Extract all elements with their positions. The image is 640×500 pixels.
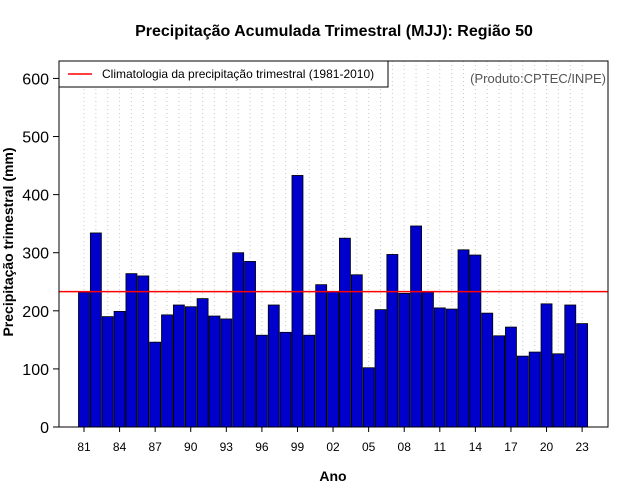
bar-1994	[232, 252, 245, 428]
bar-1989	[172, 304, 185, 428]
bar-1992	[208, 315, 221, 428]
bar-2021	[552, 353, 565, 428]
bar-2007	[386, 254, 399, 428]
x-tick-label-96: 96	[255, 440, 269, 454]
x-tick-label-90: 90	[184, 440, 198, 454]
bar-1985	[125, 273, 138, 428]
x-tick-label-93: 93	[220, 440, 234, 454]
bar-2022	[564, 304, 577, 428]
bar-2023	[576, 323, 589, 428]
bar-2006	[374, 309, 387, 428]
bar-1999	[291, 175, 304, 428]
bar-2018	[516, 355, 529, 428]
bar-2001	[315, 284, 328, 428]
legend: Climatologia da precipitação trimestral …	[58, 60, 389, 88]
y-tick-label-200: 200	[22, 304, 49, 321]
y-tick-label-500: 500	[22, 130, 49, 147]
y-tick-label-600: 600	[22, 71, 49, 88]
legend-box	[58, 60, 389, 88]
bar-1982	[89, 232, 102, 428]
bar-2019	[528, 351, 541, 428]
bar-2008	[398, 292, 411, 428]
bar-2003	[339, 237, 351, 428]
bar-2010	[422, 291, 434, 428]
bar-2012	[445, 308, 458, 428]
x-tick-label-11: 11	[434, 440, 447, 454]
bar-1988	[161, 314, 173, 428]
x-tick-label-08: 08	[398, 440, 412, 454]
y-tick-label-300: 300	[22, 246, 49, 263]
bar-2000	[303, 334, 316, 428]
bar-1991	[196, 298, 209, 428]
y-tick-label-100: 100	[22, 362, 49, 379]
x-tick-label-84: 84	[113, 440, 127, 454]
bar-1997	[267, 304, 280, 428]
y-axis: 0 100 200 300 400 500 600	[22, 71, 59, 437]
y-tick-label-0: 0	[40, 420, 49, 437]
bar-1986	[137, 275, 150, 428]
bar-2013	[457, 249, 470, 428]
bars	[78, 175, 589, 428]
chart-title: Precipitação Acumulada Trimestral (MJJ):…	[135, 23, 533, 40]
x-tick-label-99: 99	[291, 440, 305, 454]
y-tick-label-400: 400	[22, 188, 49, 205]
bar-1995	[244, 261, 256, 428]
bar-1993	[220, 318, 233, 428]
bar-1996	[255, 334, 268, 428]
bar-2002	[327, 291, 339, 428]
bar-1983	[101, 316, 114, 428]
bar-2009	[410, 225, 422, 428]
bar-2005	[362, 367, 375, 428]
x-tick-label-20: 20	[540, 440, 554, 454]
y-axis-title: Precipitação trimestral (mm)	[0, 147, 16, 336]
x-tick-label-02: 02	[326, 440, 340, 454]
x-tick-label-23: 23	[575, 440, 589, 454]
x-axis: 81 84 87 90 93 96 99 02 05 08 11 14 17 20 23	[77, 427, 589, 454]
bar-1990	[184, 306, 197, 428]
bar-1987	[149, 341, 162, 428]
bar-2004	[350, 274, 363, 428]
bar-1984	[113, 310, 126, 428]
bar-2020	[540, 303, 553, 428]
bar-2017	[505, 326, 517, 428]
x-tick-label-17: 17	[504, 440, 518, 454]
bar-1981	[78, 291, 90, 428]
legend-label: Climatologia da precipitação trimestral …	[102, 67, 374, 81]
bar-2016	[493, 335, 506, 428]
bar-2014	[469, 254, 482, 428]
bar-2015	[481, 312, 494, 428]
bar-1998	[279, 331, 292, 428]
x-tick-label-05: 05	[362, 440, 376, 454]
credit-text: (Produto:CPTEC/INPE)	[470, 71, 606, 86]
x-tick-label-14: 14	[469, 440, 483, 454]
bar-2011	[433, 307, 446, 428]
x-axis-title: Ano	[319, 468, 346, 484]
x-tick-label-87: 87	[148, 440, 162, 454]
x-tick-label-81: 81	[77, 440, 91, 454]
